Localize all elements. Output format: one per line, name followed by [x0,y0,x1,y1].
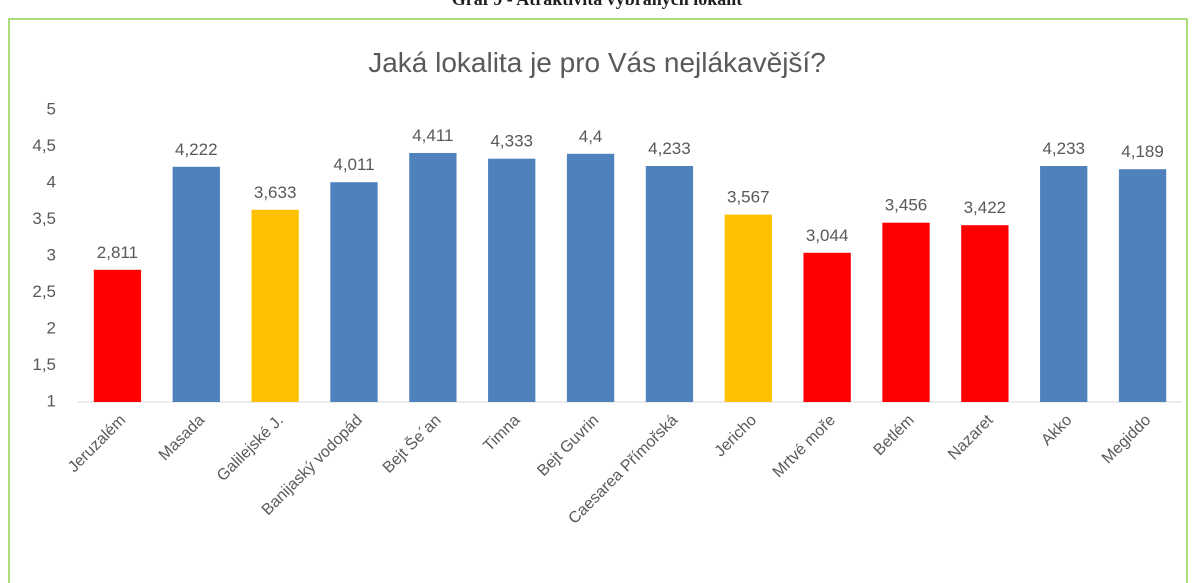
value-label: 4,4 [579,127,603,146]
x-tick-label: Akko [1038,412,1075,449]
x-tick-label: Mrtvé moře [770,412,839,481]
bar [488,158,536,402]
x-tick-label: Nazaret [945,411,997,463]
x-tick-label: Bejt Še´an [378,410,444,476]
bar [803,252,851,402]
value-label: 3,422 [964,198,1007,217]
bar [961,225,1009,402]
value-label: 4,233 [648,139,691,158]
value-label: 2,811 [97,243,138,262]
x-tick-label: Megiddo [1099,412,1155,468]
y-tick-label: 3,5 [32,209,56,228]
y-tick-label: 5 [47,99,56,118]
value-label: 4,011 [333,155,374,174]
y-tick-label: 1,5 [32,355,56,374]
x-tick-label: Jericho [712,412,761,461]
y-tick-label: 2 [47,318,56,337]
x-tick-label: Masada [156,412,208,464]
y-tick-label: 2,5 [32,282,56,301]
chart-title: Jaká lokalita je pro Vás nejlákavější? [368,47,826,78]
chart-frame [8,18,1188,583]
value-label: 4,189 [1121,142,1164,161]
value-label: 4,333 [490,132,533,151]
y-tick-label: 4,5 [32,136,56,155]
x-tick-label: Bejt Guvrin [534,412,602,480]
bar [330,182,378,402]
bar [882,222,930,402]
y-tick-label: 4 [47,172,56,191]
x-tick-label: Jeruzalém [65,412,129,476]
bar [409,152,457,402]
bar [645,165,694,402]
value-label: 4,222 [175,140,218,159]
x-tick-label: Galilejské J. [214,412,287,485]
value-label: 3,633 [254,183,297,202]
x-tick-label: Betlém [871,412,918,459]
y-tick-label: 3 [47,245,56,264]
bar [251,209,299,402]
value-label: 3,044 [806,226,849,245]
x-tick-label: Timna [480,412,523,455]
value-label: 4,411 [412,126,453,145]
bar [172,166,220,402]
caption: Graf 9 - Atraktivita vybraných lokalit [452,0,743,9]
value-label: 4,233 [1042,139,1085,158]
value-label: 3,567 [727,188,770,207]
bar [1040,165,1088,402]
y-tick-label: 1 [47,391,56,410]
bar [1118,169,1167,402]
bar [724,214,772,402]
value-label: 3,456 [885,196,928,215]
bar [566,153,615,402]
bar [93,269,142,402]
